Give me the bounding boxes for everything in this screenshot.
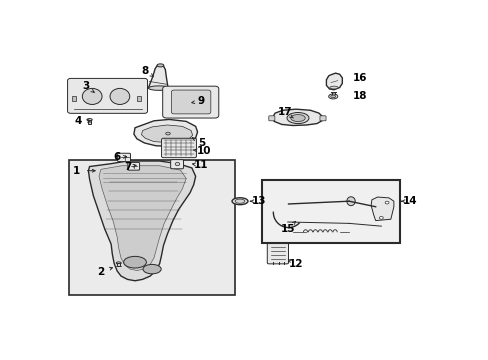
FancyBboxPatch shape: [171, 90, 210, 114]
Ellipse shape: [232, 198, 247, 205]
Polygon shape: [99, 166, 186, 270]
Bar: [72, 96, 75, 102]
Text: 10: 10: [197, 146, 211, 156]
FancyBboxPatch shape: [67, 78, 147, 113]
Text: 4: 4: [74, 116, 81, 126]
Ellipse shape: [330, 95, 335, 98]
Bar: [262, 180, 400, 243]
Polygon shape: [326, 73, 342, 90]
FancyBboxPatch shape: [163, 86, 218, 118]
Text: 3: 3: [82, 81, 89, 91]
Text: 8: 8: [142, 66, 148, 76]
Polygon shape: [148, 65, 168, 90]
Text: 11: 11: [194, 160, 208, 170]
Text: 17: 17: [277, 108, 291, 117]
FancyBboxPatch shape: [268, 116, 274, 121]
Ellipse shape: [290, 114, 305, 122]
Text: 9: 9: [197, 96, 203, 107]
FancyBboxPatch shape: [127, 162, 139, 170]
Ellipse shape: [385, 201, 388, 204]
Ellipse shape: [286, 112, 308, 123]
Text: 1: 1: [73, 166, 80, 176]
FancyBboxPatch shape: [319, 116, 325, 121]
Ellipse shape: [379, 216, 383, 219]
Text: 2: 2: [97, 267, 104, 277]
Text: 13: 13: [251, 196, 265, 206]
Text: 18: 18: [352, 91, 367, 101]
Ellipse shape: [87, 118, 92, 121]
Text: 5: 5: [197, 138, 204, 148]
Ellipse shape: [175, 162, 180, 166]
Ellipse shape: [82, 89, 102, 104]
Polygon shape: [370, 197, 393, 221]
Text: 12: 12: [288, 258, 303, 269]
Ellipse shape: [329, 86, 338, 89]
Ellipse shape: [148, 86, 169, 90]
Polygon shape: [272, 109, 322, 126]
Ellipse shape: [116, 262, 121, 264]
Text: 14: 14: [402, 196, 416, 206]
Ellipse shape: [142, 264, 161, 274]
Ellipse shape: [165, 132, 170, 135]
FancyBboxPatch shape: [68, 159, 235, 296]
Ellipse shape: [123, 256, 146, 268]
Text: 16: 16: [352, 73, 367, 83]
Text: 15: 15: [281, 224, 295, 234]
FancyBboxPatch shape: [170, 159, 183, 169]
Ellipse shape: [328, 94, 337, 99]
Bar: [137, 96, 141, 102]
Polygon shape: [141, 125, 192, 143]
Ellipse shape: [235, 199, 244, 203]
Bar: [88, 120, 91, 123]
Ellipse shape: [346, 197, 354, 206]
FancyBboxPatch shape: [117, 153, 130, 162]
Bar: [117, 263, 120, 266]
Text: 7: 7: [123, 162, 131, 172]
Ellipse shape: [157, 64, 163, 67]
FancyBboxPatch shape: [267, 242, 288, 264]
Polygon shape: [88, 161, 195, 281]
FancyBboxPatch shape: [161, 138, 196, 158]
Ellipse shape: [110, 89, 129, 104]
Text: 6: 6: [113, 152, 121, 162]
Polygon shape: [134, 120, 197, 146]
